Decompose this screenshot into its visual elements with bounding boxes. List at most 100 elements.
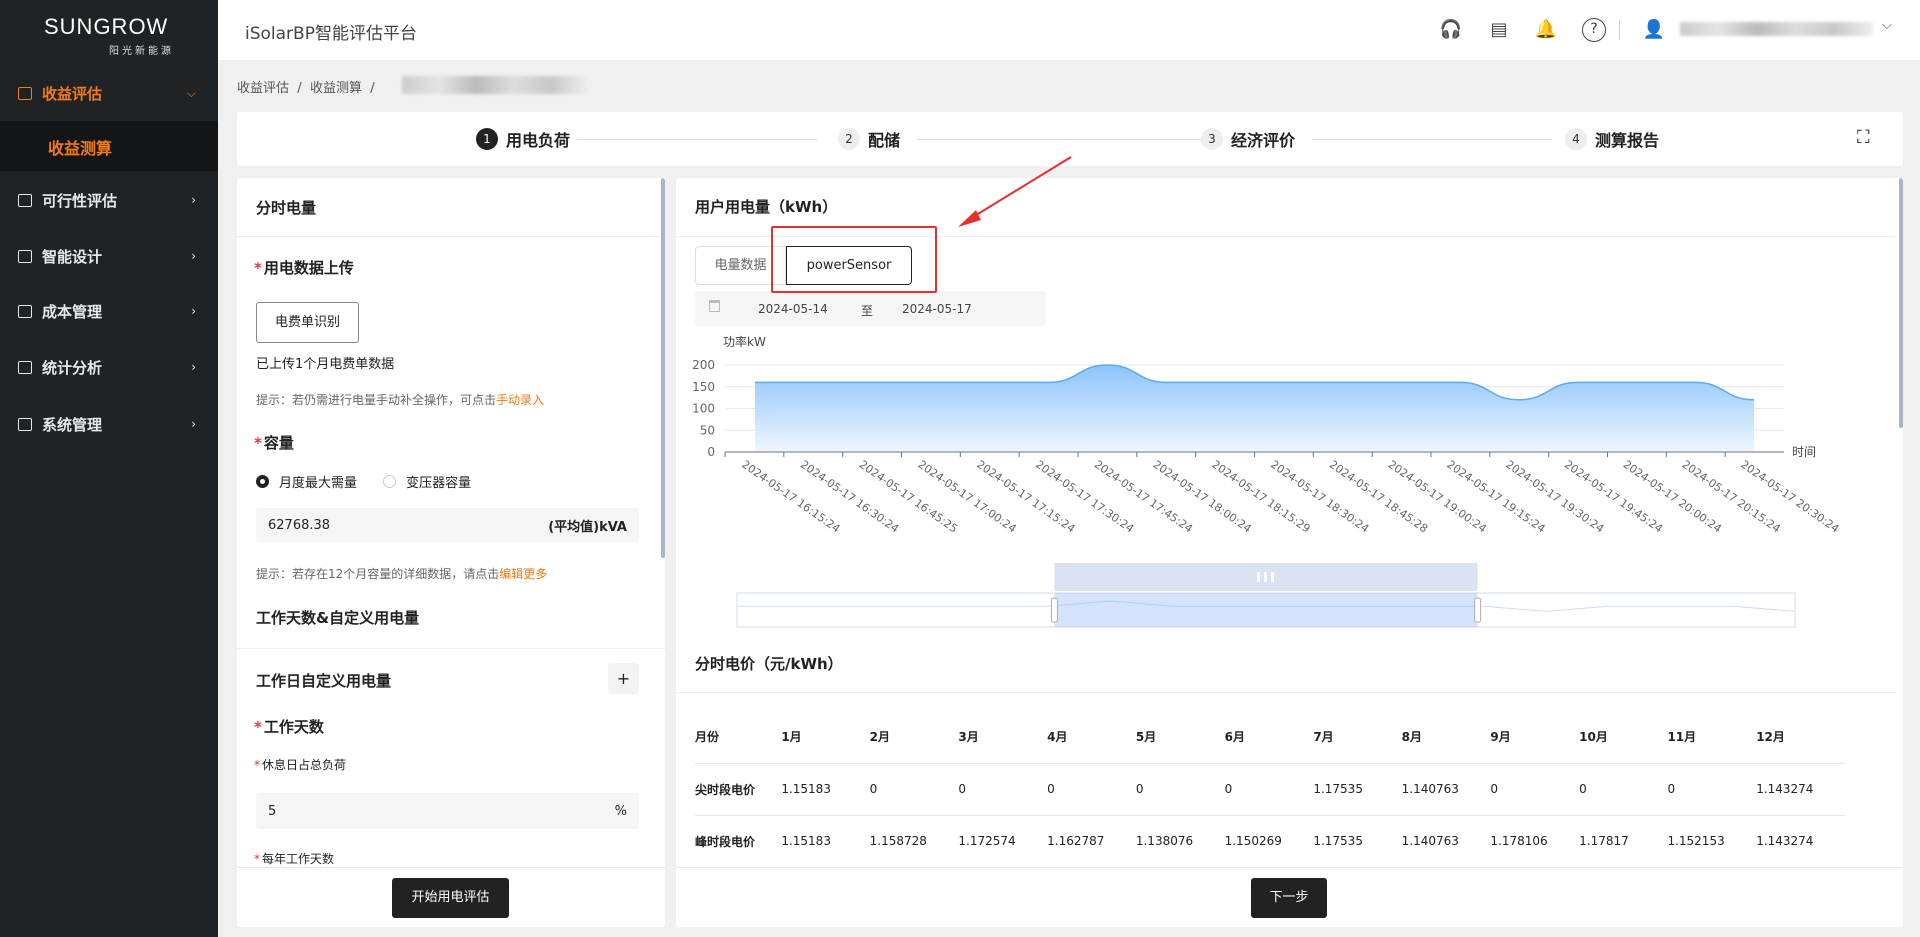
chevron-down-icon[interactable]: ⌵ <box>1882 18 1892 33</box>
table-cell: 0 <box>1224 763 1314 816</box>
date-range-picker[interactable]: 2024-05-14 至 2024-05-17 <box>695 291 1046 326</box>
datazoom-preview <box>737 600 1796 612</box>
series-line <box>755 364 1755 401</box>
help-icon[interactable]: ? <box>1582 18 1606 42</box>
cost-icon <box>18 304 32 318</box>
chevron-right-icon: › <box>191 417 196 431</box>
price-section-title: 分时电价（元/kWh） <box>695 655 843 673</box>
tab-power-data[interactable]: 电量数据 <box>695 246 786 285</box>
logo-text: SUNGROW <box>44 14 169 39</box>
grip-icon <box>1257 572 1260 582</box>
radio-monthly-max-demand[interactable]: 月度最大需量 <box>256 472 357 491</box>
y-tick-label: 150 <box>692 380 715 394</box>
date-from[interactable]: 2024-05-14 <box>758 302 828 316</box>
step-3[interactable]: 3 经济评价 <box>1201 127 1295 151</box>
x-tick-label: 2024-05-17 19:00:24 <box>1386 458 1489 536</box>
revenue-icon <box>18 86 32 100</box>
section-title: 工作日自定义用电量 <box>256 672 392 690</box>
breadcrumb-blurred <box>402 76 588 94</box>
chevron-right-icon: › <box>191 249 196 263</box>
header-divider <box>1619 20 1620 40</box>
datazoom-handle[interactable] <box>1474 597 1482 623</box>
sungrow-logo: SUNGROW 阳光新能源 <box>44 14 174 57</box>
design-icon <box>18 249 32 263</box>
step-2[interactable]: 2 配储 <box>838 127 900 151</box>
document-icon[interactable]: ▤ <box>1490 19 1508 40</box>
headset-icon[interactable]: 🎧 <box>1439 19 1463 40</box>
fullscreen-icon[interactable]: ⛶ <box>1857 127 1870 148</box>
user-icon[interactable]: 👤 <box>1642 19 1666 40</box>
x-tick-label: 2024-05-17 19:15:24 <box>1444 458 1547 536</box>
x-tick-label: 2024-05-17 20:15:24 <box>1680 458 1783 536</box>
radio-transformer-capacity[interactable]: 变压器容量 <box>383 472 471 491</box>
capacity-label: 容量 <box>254 432 294 453</box>
column-header: 5月 <box>1135 711 1225 764</box>
x-tick-label: 2024-05-17 19:45:24 <box>1562 458 1665 536</box>
step-1[interactable]: 1 用电负荷 <box>476 127 570 151</box>
breadcrumb-item[interactable]: 收益评估 <box>237 81 290 96</box>
table-cell: 0 <box>958 763 1048 816</box>
bell-icon[interactable]: 🔔 <box>1534 19 1558 40</box>
datazoom-handle[interactable] <box>1050 597 1058 623</box>
area-fill <box>755 365 1754 452</box>
date-to[interactable]: 2024-05-17 <box>902 302 972 316</box>
step-connector <box>1312 139 1552 140</box>
sidebar-item-0[interactable]: 收益评估 ⌵ <box>0 73 218 113</box>
table-cell: 1.178106 <box>1490 815 1580 868</box>
table-cell: 1.150269 <box>1224 815 1314 868</box>
table-cell: 0 <box>1135 763 1225 816</box>
x-tick-label: 2024-05-17 17:00:24 <box>916 458 1019 536</box>
sidebar-item-label: 可行性评估 <box>42 191 118 210</box>
sidebar-item-4[interactable]: 统计分析 › <box>0 347 218 387</box>
table-cell: 尖时段电价 <box>695 763 782 816</box>
table-cell: 1.15183 <box>781 815 870 868</box>
date-separator: 至 <box>861 304 874 318</box>
breadcrumb: 收益评估 / 收益测算 / <box>237 81 375 96</box>
username-blurred[interactable] <box>1680 22 1873 36</box>
x-tick-label: 2024-05-17 17:15:24 <box>974 458 1077 536</box>
column-header: 3月 <box>958 711 1048 764</box>
step-connector <box>917 139 1207 140</box>
table-cell: 1.158728 <box>869 815 959 868</box>
table-cell: 0 <box>1667 763 1757 816</box>
rest-ratio-label: 休息日占总负荷 <box>254 756 346 773</box>
divider <box>676 692 1896 693</box>
sidebar-subitem-revenue-calc[interactable]: 收益测算 <box>0 121 218 171</box>
chevron-down-icon: ⌵ <box>186 85 196 100</box>
scrollbar[interactable] <box>1899 178 1903 428</box>
uploaded-status: 已上传1个月电费单数据 <box>256 357 395 372</box>
calendar-icon <box>709 300 720 312</box>
x-tick-label: 2024-05-17 16:15:24 <box>739 458 842 536</box>
sidebar-item-2[interactable]: 智能设计 › <box>0 236 218 276</box>
table-row: 尖时段电价 1.15183 0 0 0 0 0 1.17535 1.140763 0 0 0 1.143… <box>695 763 1845 816</box>
edit-more-link[interactable]: 编辑更多 <box>499 567 548 581</box>
table-cell: 1.152153 <box>1667 815 1757 868</box>
scrollbar[interactable] <box>661 178 665 558</box>
manual-entry-link[interactable]: 手动录入 <box>496 393 545 407</box>
step-4[interactable]: 4 测算报告 <box>1565 127 1659 151</box>
tab-powersensor[interactable]: powerSensor <box>786 246 912 285</box>
add-button[interactable]: + <box>608 663 639 694</box>
y-tick-label: 50 <box>700 423 715 437</box>
chevron-right-icon: › <box>191 193 196 207</box>
sidebar-item-label: 收益评估 <box>42 84 103 103</box>
sidebar-item-3[interactable]: 成本管理 › <box>0 291 218 331</box>
system-icon <box>18 417 32 431</box>
x-axis-label: 时间 <box>1792 445 1816 459</box>
top-header: iSolarBP智能评估平台 🎧 ▤ 🔔 ? 👤 ⌵ <box>218 0 1920 60</box>
next-step-button[interactable]: 下一步 <box>1251 878 1327 918</box>
breadcrumb-item[interactable]: 收益测算 <box>309 81 362 96</box>
table-cell: 0 <box>1047 763 1136 816</box>
table-cell: 1.162787 <box>1047 815 1136 868</box>
datazoom-selection <box>1054 593 1478 627</box>
logo-subtext: 阳光新能源 <box>109 46 174 57</box>
sidebar-item-label: 成本管理 <box>42 302 103 321</box>
start-evaluation-button[interactable]: 开始用电评估 <box>392 878 509 918</box>
rest-ratio-input[interactable]: 5% <box>256 793 639 829</box>
y-tick-label: 0 <box>707 445 715 459</box>
bill-recognition-button[interactable]: 电费单识别 <box>256 302 359 343</box>
capacity-input[interactable]: 62768.38 (平均值)kVA <box>256 508 639 542</box>
sidebar-item-1[interactable]: 可行性评估 › <box>0 180 218 220</box>
yearly-workdays-label: 每年工作天数 <box>254 850 334 867</box>
sidebar-item-5[interactable]: 系统管理 › <box>0 404 218 444</box>
